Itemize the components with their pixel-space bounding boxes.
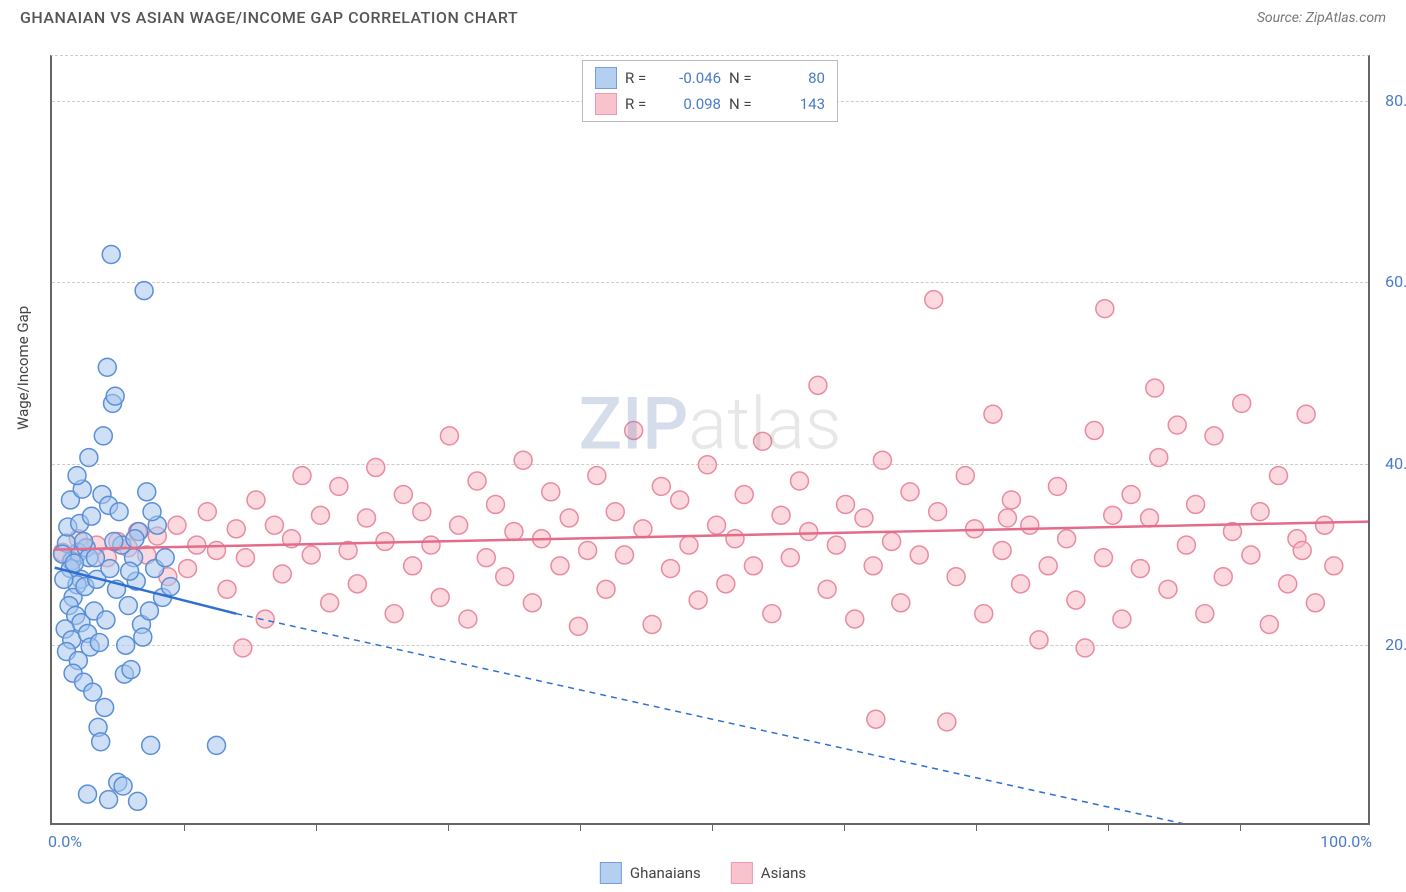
- x-tick: [844, 823, 845, 831]
- x-tick: [184, 823, 185, 831]
- x-tick: [712, 823, 713, 831]
- y-tick-label: 20.0%: [1385, 635, 1406, 654]
- legend-item-asians: Asians: [731, 862, 806, 884]
- x-tick: [976, 823, 977, 831]
- ghanaians-r-value: -0.046: [661, 69, 721, 87]
- asians-r-value: 0.098: [661, 95, 721, 113]
- x-axis-min: 0.0%: [48, 832, 82, 851]
- asians-label: Asians: [761, 864, 806, 882]
- x-tick: [1240, 823, 1241, 831]
- series-legend: Ghanaians Asians: [600, 862, 806, 884]
- ghanaians-points: [54, 246, 226, 811]
- chart-plot-area: R = -0.046 N = 80 R = 0.098 N = 143 ZIPa…: [50, 55, 1370, 825]
- legend-item-ghanaians: Ghanaians: [600, 862, 701, 884]
- r-label: R =: [625, 95, 653, 113]
- x-tick: [316, 823, 317, 831]
- n-label: N =: [729, 69, 757, 87]
- y-tick-label: 60.0%: [1385, 272, 1406, 291]
- asians-swatch: [595, 93, 617, 115]
- y-tick-label: 40.0%: [1385, 454, 1406, 473]
- x-axis-max: 100.0%: [1320, 832, 1372, 851]
- ghanaians-label: Ghanaians: [630, 864, 701, 882]
- legend-row-asians: R = 0.098 N = 143: [595, 91, 825, 117]
- r-label: R =: [625, 69, 653, 87]
- ghanaians-n-value: 80: [765, 69, 825, 87]
- chart-title: GHANAIAN VS ASIAN WAGE/INCOME GAP CORREL…: [20, 8, 518, 27]
- x-tick: [580, 823, 581, 831]
- ghanaians-trend-dashed: [236, 614, 1302, 823]
- n-label: N =: [729, 95, 757, 113]
- source-attribution: Source: ZipAtlas.com: [1257, 10, 1386, 26]
- legend-row-ghanaians: R = -0.046 N = 80: [595, 65, 825, 91]
- x-tick: [448, 823, 449, 831]
- asians-points: [54, 291, 1343, 731]
- asians-n-value: 143: [765, 95, 825, 113]
- y-tick-label: 80.0%: [1385, 91, 1406, 110]
- ghanaians-swatch: [595, 67, 617, 89]
- x-tick: [1108, 823, 1109, 831]
- correlation-legend: R = -0.046 N = 80 R = 0.098 N = 143: [582, 60, 838, 122]
- y-axis-label: Wage/Income Gap: [14, 306, 32, 430]
- scatter-svg: [52, 56, 1368, 823]
- asians-swatch-icon: [731, 862, 753, 884]
- ghanaians-swatch-icon: [600, 862, 622, 884]
